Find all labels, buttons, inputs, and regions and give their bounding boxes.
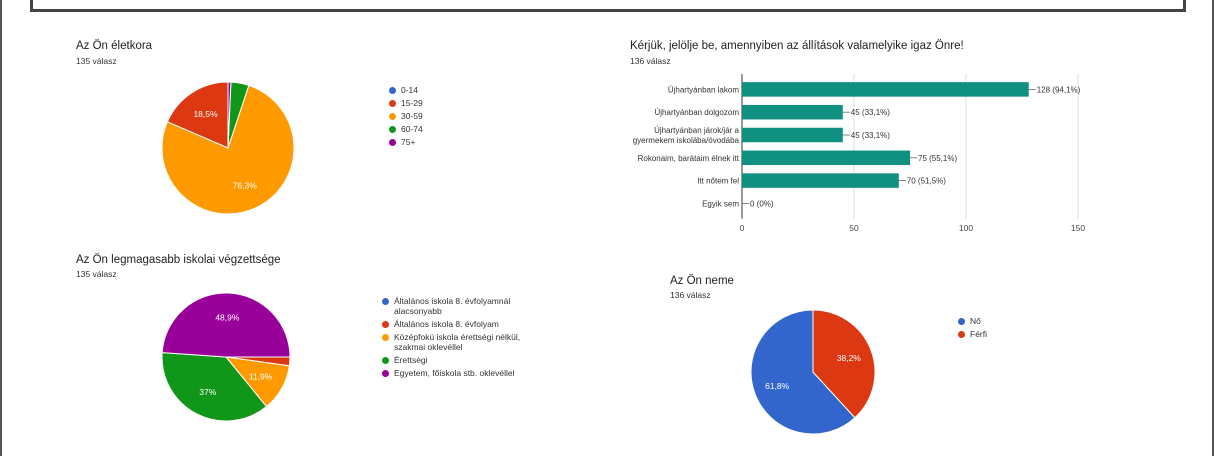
education-chart-subtitle: 135 válasz [76, 269, 117, 279]
bar-category-label: Újhartyánban dolgozom [655, 108, 740, 117]
gender-pie-chart: 61,8% 38,2% [750, 309, 876, 435]
legend-swatch [382, 369, 389, 377]
legend-item-k-z-pfok-iskola-retts-gi-n-lk-l-szakmai-oklev-llel: Középfokú iskola érettségi nélkül, szakm… [382, 332, 582, 352]
legend-swatch [382, 297, 389, 305]
legend-item-retts-gi: Érettségi [382, 355, 582, 365]
bar-data-label: 45 (33,1%) [851, 131, 890, 140]
legend-swatch [389, 99, 396, 107]
pie-slice-label: 48,9% [215, 312, 240, 322]
education-chart-title: Az Ön legmagasabb iskolai végzettsége [76, 254, 281, 266]
bar-category-label: Itt nőtem fel [697, 177, 739, 186]
legend-item-0-14: 0-14 [389, 85, 423, 95]
age-pie-chart: 18,5% 76,3% [161, 81, 295, 215]
pie-slice-label: 76,3% [233, 180, 258, 190]
legend-label: Általános iskola 8. évfolyamnál alacsony… [394, 296, 511, 316]
pie-slice-label: 61,8% [765, 381, 790, 391]
gender-chart-title: Az Ön neme [670, 275, 734, 287]
pie-slice-egyetem-f-iskola-stb-oklev-llel [161, 292, 291, 358]
statements-bar-chart: 0 50 100 150 Újhartyánban lakom 128 (94,1%) Új… [633, 74, 1085, 233]
pie-slice-f-rfi [812, 309, 876, 419]
legend-item-75: 75+ [389, 137, 423, 147]
education-legend: Általános iskola 8. évfolyamnál alacsony… [382, 296, 582, 381]
legend-label: Általános iskola 8. évfolyam [394, 319, 499, 329]
age-chart-title: Az Ön életkora [76, 40, 153, 52]
legend-label: Középfokú iskola érettségi nélkül, szakm… [394, 332, 521, 352]
pie-slice-30-59 [161, 84, 295, 215]
legend-swatch [389, 138, 396, 146]
pie-slice-label: 18,5% [193, 109, 218, 119]
legend-item-n: Nő [958, 316, 987, 326]
bar-jharty-nban-lakom [742, 82, 1029, 97]
legend-item-30-59: 30-59 [389, 111, 423, 121]
x-tick-label: 100 [959, 223, 973, 233]
pie-slice-n [750, 309, 856, 435]
legend-swatch [389, 125, 396, 133]
legend-label: 30-59 [401, 111, 423, 121]
age-chart-subtitle: 135 válasz [76, 56, 117, 66]
bar-data-label: 0 (0%) [750, 199, 774, 208]
pie-slice-15-29 [166, 81, 229, 149]
legend-swatch [389, 86, 396, 94]
legend-label: 60-74 [401, 124, 423, 134]
legend-item-ltal-nos-iskola-8-vfolyamn-l-alacsonyabb: Általános iskola 8. évfolyamnál alacsony… [382, 296, 582, 316]
bar-data-label: 45 (33,1%) [851, 108, 890, 117]
bar-category-label: Újhartyánban járok/jár a [654, 126, 739, 135]
bar-category-label: Újhartyánban lakom [668, 85, 739, 94]
bar-jharty-nban-dolgozom [742, 104, 843, 120]
legend-item-ltal-nos-iskola-8-vfolyam: Általános iskola 8. évfolyam [382, 319, 582, 329]
bar-rokonaim-bar-taim-lnek-itt [742, 150, 910, 166]
legend-swatch [958, 330, 965, 338]
pie-slice-retts-gi [161, 352, 268, 422]
pie-slice-label: 11,9% [249, 371, 273, 381]
bar-category-label: Rokonaim, barátaim élnek itt [638, 154, 740, 163]
legend-swatch [389, 112, 396, 120]
bar-itt-n-tem-fel [742, 173, 899, 188]
legend-item-15-29: 15-29 [389, 98, 423, 108]
legend-label: Egyetem, főiskola stb. oklevéllel [394, 368, 515, 378]
pie-slice-label: 37% [199, 387, 216, 397]
x-tick-label: 50 [849, 223, 859, 233]
bar-data-label: 70 (51,5%) [907, 177, 946, 186]
legend-swatch [382, 356, 389, 364]
legend-label: Nő [970, 316, 981, 326]
x-tick-label: 0 [740, 223, 745, 233]
legend-item-f-rfi: Férfi [958, 329, 987, 339]
statements-chart-title: Kérjük, jelölje be, amennyiben az állítá… [630, 40, 964, 52]
pie-slice-label: 38,2% [837, 353, 862, 363]
legend-item-60-74: 60-74 [389, 124, 423, 134]
legend-swatch [382, 320, 389, 328]
legend-swatch [382, 333, 389, 341]
age-legend: 0-14 15-29 30-59 60-74 75+ [389, 85, 423, 150]
x-tick-label: 150 [1071, 223, 1085, 233]
bar-jharty-nban-j-rok-j-r-a-gyermekem-iskol-ba-vod-ba [742, 127, 843, 143]
legend-label: 0-14 [401, 85, 419, 95]
pie-slice-75 [227, 81, 232, 149]
legend-label: Érettségi [394, 355, 428, 365]
top-banner-box [30, 0, 1186, 12]
bar-data-label: 128 (94,1%) [1037, 85, 1081, 94]
bar-category-label: gyermekem iskolába/óvodába [633, 136, 740, 145]
legend-item-egyetem-f-iskola-stb-oklev-llel: Egyetem, főiskola stb. oklevéllel [382, 368, 582, 378]
statements-chart-subtitle: 136 válasz [630, 56, 671, 66]
education-pie-chart: 11,9% 37% 48,9% [161, 292, 291, 422]
gender-legend: Nő Férfi [958, 316, 987, 342]
gender-chart-subtitle: 136 válasz [670, 290, 711, 300]
legend-label: 15-29 [401, 98, 423, 108]
bar-data-label: 75 (55,1%) [918, 154, 957, 163]
legend-label: Férfi [970, 329, 987, 339]
bar-category-label: Egyik sem [702, 199, 739, 208]
legend-swatch [958, 317, 965, 325]
legend-label: 75+ [401, 137, 416, 147]
